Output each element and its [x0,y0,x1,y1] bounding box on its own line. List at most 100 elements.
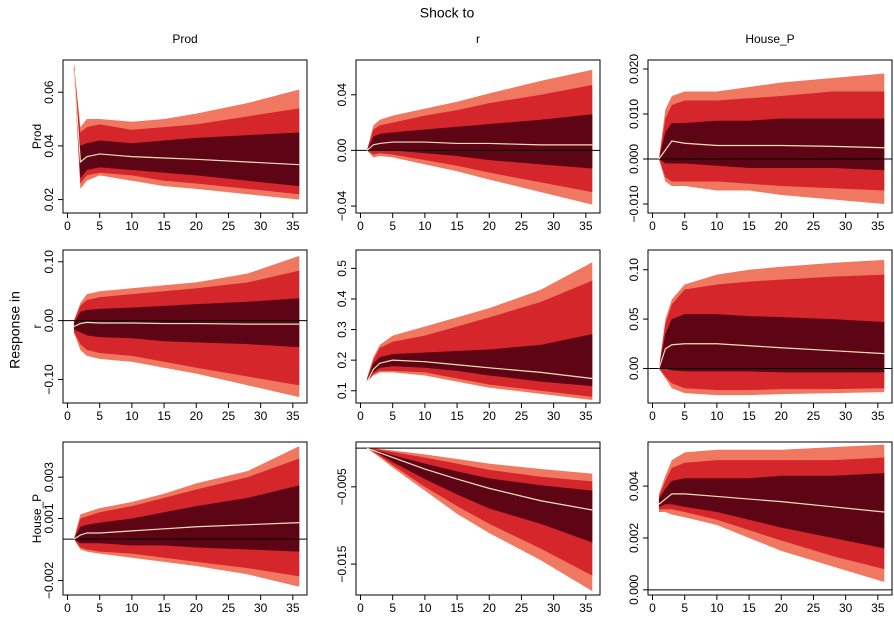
median-line [73,70,300,166]
x-tick-label: 10 [710,219,724,233]
x-tick-label: 0 [649,409,656,423]
x-tick-label: 5 [681,219,688,233]
x-tick-label: 5 [681,601,688,615]
y-tick-label: 0.000 [627,144,641,174]
x-tick-label: 25 [222,601,236,615]
panel-frame [355,59,601,214]
x-tick-label: 0 [649,219,656,233]
panel: 0 5 10 15 20 25 30 35 −0.002 0.001 0.003 [42,441,308,615]
x-tick-label: 10 [710,601,724,615]
x-tick-label: 25 [222,219,236,233]
y-tick-label: 0.003 [42,462,56,492]
confidence-band [366,448,593,543]
panel: 0 5 10 15 20 25 30 35 0.00 0.05 0.10 [627,249,893,423]
x-tick-label: 20 [775,601,789,615]
x-tick-label: 15 [450,601,464,615]
confidence-band [366,114,593,169]
x-tick-label: 35 [286,409,300,423]
confidence-band [658,118,885,171]
x-tick-label: 5 [96,219,103,233]
x-tick-label: 25 [515,601,529,615]
x-tick-label: 15 [157,601,171,615]
y-tick-label: −0.010 [627,185,641,222]
median-line [658,140,885,160]
plot-area [356,69,600,205]
y-tick-label: 0.00 [335,138,349,162]
median-line [73,522,300,540]
response-title: Response in [7,291,23,369]
x-tick-label: 5 [389,409,396,423]
x-tick-label: 30 [547,219,561,233]
x-tick-label: 10 [125,219,139,233]
y-tick-label: 0.00 [627,356,641,380]
x-tick-label: 30 [254,601,268,615]
x-tick-label: 15 [157,409,171,423]
median-line [73,321,300,328]
x-tick-label: 25 [807,601,821,615]
panel-frame [647,249,893,404]
x-tick-label: 5 [96,409,103,423]
panel: 0 5 10 15 20 25 30 35 −0.10 0.00 0.10 [42,249,308,423]
y-tick-label: 0.05 [627,307,641,331]
x-tick-label: 35 [579,601,593,615]
y-tick-label: 0.02 [42,188,56,212]
y-tick-label: 0.001 [42,503,56,533]
confidence-band [658,473,885,549]
confidence-band [658,314,885,373]
x-tick-label: 10 [125,409,139,423]
x-tick-label: 30 [254,409,268,423]
row-label: House_P [30,494,44,543]
median-line [366,141,593,151]
plot-area [356,447,600,592]
y-tick-label: 0.04 [335,83,349,107]
x-tick-label: 35 [871,409,885,423]
confidence-band [73,485,300,552]
row-label: Prod [30,124,44,149]
y-tick-label: −0.10 [42,364,56,395]
y-tick-label: 0.004 [627,471,641,501]
x-tick-label: 0 [649,601,656,615]
panel: 0 5 10 15 20 25 30 35 0.02 0.04 0.06 [42,59,308,233]
panel: 0 5 10 15 20 25 30 35 −0.015 −0.005 [335,441,601,615]
y-tick-label: 0.020 [627,54,641,84]
x-tick-label: 15 [742,219,756,233]
row-label: r [30,325,44,329]
x-tick-label: 30 [839,601,853,615]
plot-area [648,259,892,396]
x-tick-label: 15 [450,219,464,233]
x-tick-label: 30 [547,601,561,615]
y-tick-label: −0.015 [335,545,349,582]
y-tick-label: 0.04 [42,134,56,158]
x-tick-label: 15 [742,409,756,423]
plot-area [63,446,307,587]
confidence-band [366,334,593,387]
x-tick-label: 0 [64,219,71,233]
shock-title: Shock to [420,5,475,21]
x-tick-label: 10 [418,219,432,233]
x-tick-label: 20 [190,601,204,615]
x-tick-label: 10 [418,601,432,615]
plot-area [366,262,593,400]
x-tick-label: 30 [839,219,853,233]
x-tick-label: 20 [190,219,204,233]
y-tick-label: 0.010 [627,99,641,129]
x-tick-label: 35 [579,219,593,233]
x-tick-label: 25 [515,409,529,423]
y-tick-label: 0.06 [42,80,56,104]
median-line [658,343,885,369]
panel-frame [355,249,601,404]
x-tick-label: 30 [839,409,853,423]
y-tick-label: 0.002 [627,523,641,553]
x-tick-label: 20 [483,409,497,423]
y-tick-label: 0.3 [335,321,349,338]
x-tick-label: 5 [389,219,396,233]
x-tick-label: 15 [450,409,464,423]
x-tick-label: 10 [710,409,724,423]
panel: 0 5 10 15 20 25 30 35 0.1 0.2 0.3 0.4 0.5 [335,249,601,423]
plot-area [73,62,300,200]
median-line [366,359,593,382]
x-tick-label: 35 [871,601,885,615]
y-tick-label: 0.000 [627,574,641,604]
x-tick-label: 0 [357,601,364,615]
x-tick-label: 20 [775,219,789,233]
